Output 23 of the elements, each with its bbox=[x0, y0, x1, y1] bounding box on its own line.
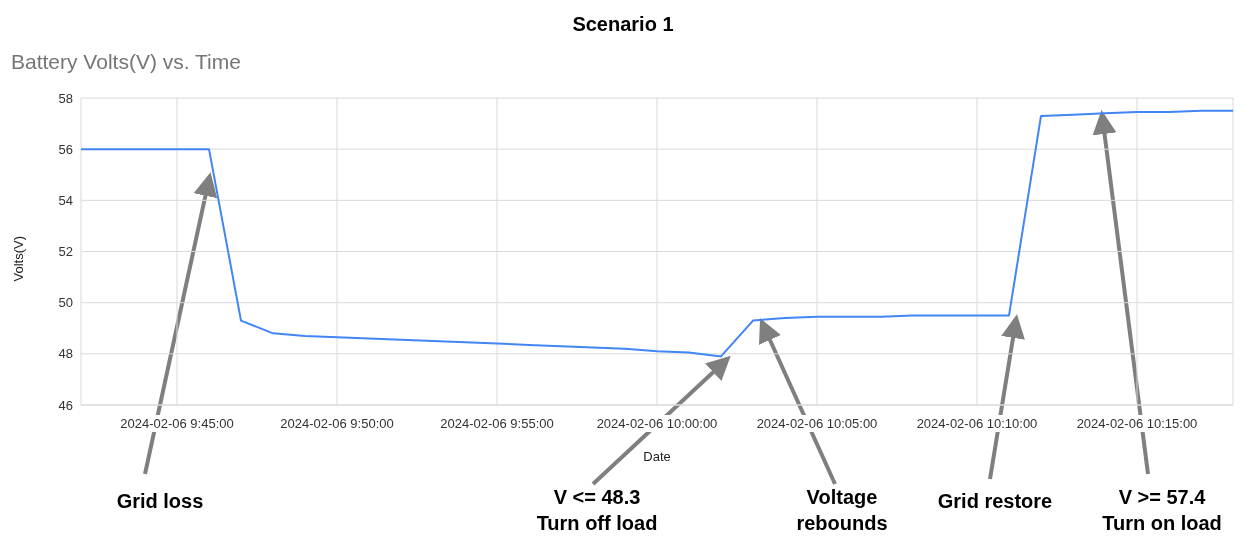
x-tick-label: 2024-02-06 10:15:00 bbox=[1076, 416, 1198, 431]
y-tick-label: 52 bbox=[58, 244, 73, 260]
text: V >= 57.4 Turn on load bbox=[1102, 486, 1222, 534]
y-tick-label: 56 bbox=[58, 141, 73, 157]
x-tick-label: 2024-02-06 9:55:00 bbox=[440, 416, 554, 431]
x-axis-title: Date bbox=[643, 449, 671, 464]
x-tick-label: 2024-02-06 9:50:00 bbox=[280, 416, 394, 431]
chart-title: Scenario 1 bbox=[571, 12, 675, 37]
text: Grid restore bbox=[937, 490, 1053, 512]
y-axis-title: Volts(V) bbox=[10, 235, 26, 282]
text: Grid loss bbox=[116, 490, 204, 512]
x-tick-label: 2024-02-06 9:45:00 bbox=[120, 416, 234, 431]
text: V <= 48.3 Turn off load bbox=[536, 486, 658, 534]
y-tick-label: 54 bbox=[58, 192, 73, 208]
x-tick-label: 2024-02-06 10:05:00 bbox=[756, 416, 878, 431]
y-tick-label: 50 bbox=[58, 295, 73, 311]
x-tick-label: 2024-02-06 10:10:00 bbox=[916, 416, 1038, 431]
x-tick-label: 2024-02-06 10:00:00 bbox=[596, 416, 718, 431]
text: Voltage rebounds bbox=[796, 486, 888, 534]
chart-subtitle: Battery Volts(V) vs. Time bbox=[10, 49, 242, 75]
y-tick-label: 46 bbox=[58, 397, 73, 413]
y-tick-label: 48 bbox=[58, 346, 73, 362]
y-tick-label: 58 bbox=[58, 90, 73, 106]
